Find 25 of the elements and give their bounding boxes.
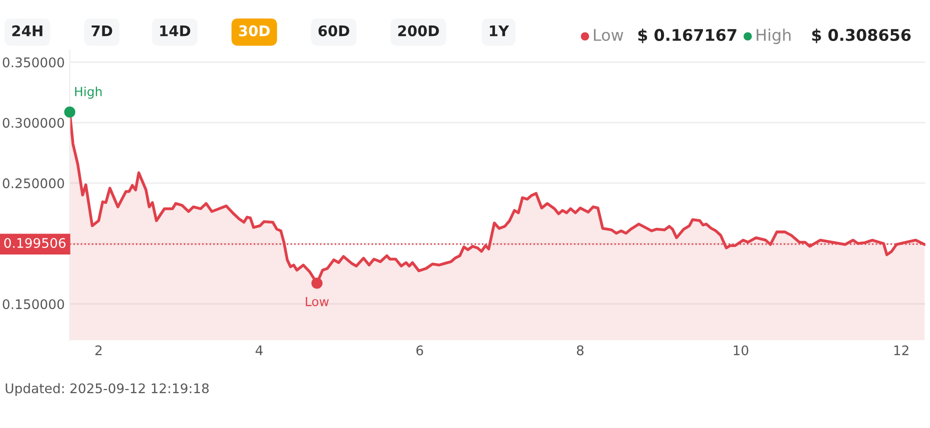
y-tick-label: 0.150000 bbox=[2, 299, 64, 310]
text: High bbox=[756, 28, 791, 44]
x-tick-label: 8 bbox=[576, 345, 584, 356]
x-tick-label: 12 bbox=[894, 345, 908, 356]
x-tick-label: 6 bbox=[416, 345, 424, 356]
text: 14D bbox=[160, 25, 190, 36]
x-tick-label: 10 bbox=[734, 345, 748, 356]
text: 30D bbox=[239, 25, 270, 36]
text: Low bbox=[594, 29, 624, 42]
y-tick-label: 0.250000 bbox=[2, 178, 64, 188]
text: 24H bbox=[12, 25, 42, 36]
annotation: Low bbox=[306, 296, 329, 306]
ref-line-label: 0.199506 bbox=[4, 238, 66, 248]
y-tick-label: 0.300000 bbox=[2, 118, 64, 128]
text: Updated: 2025-09-12 12:19:18 bbox=[6, 383, 209, 396]
x-tick-label: 4 bbox=[256, 346, 263, 356]
y-tick-label: 0.350000 bbox=[2, 57, 64, 68]
text: 200D bbox=[398, 25, 439, 36]
text: 1Y bbox=[490, 25, 510, 36]
text: 7D bbox=[92, 25, 112, 36]
annotation: High bbox=[75, 86, 102, 99]
text: $ 0.167167 bbox=[638, 28, 736, 44]
text: 60D bbox=[318, 25, 350, 36]
text: $ 0.308656 bbox=[812, 28, 911, 44]
x-tick-label: 2 bbox=[95, 345, 102, 356]
